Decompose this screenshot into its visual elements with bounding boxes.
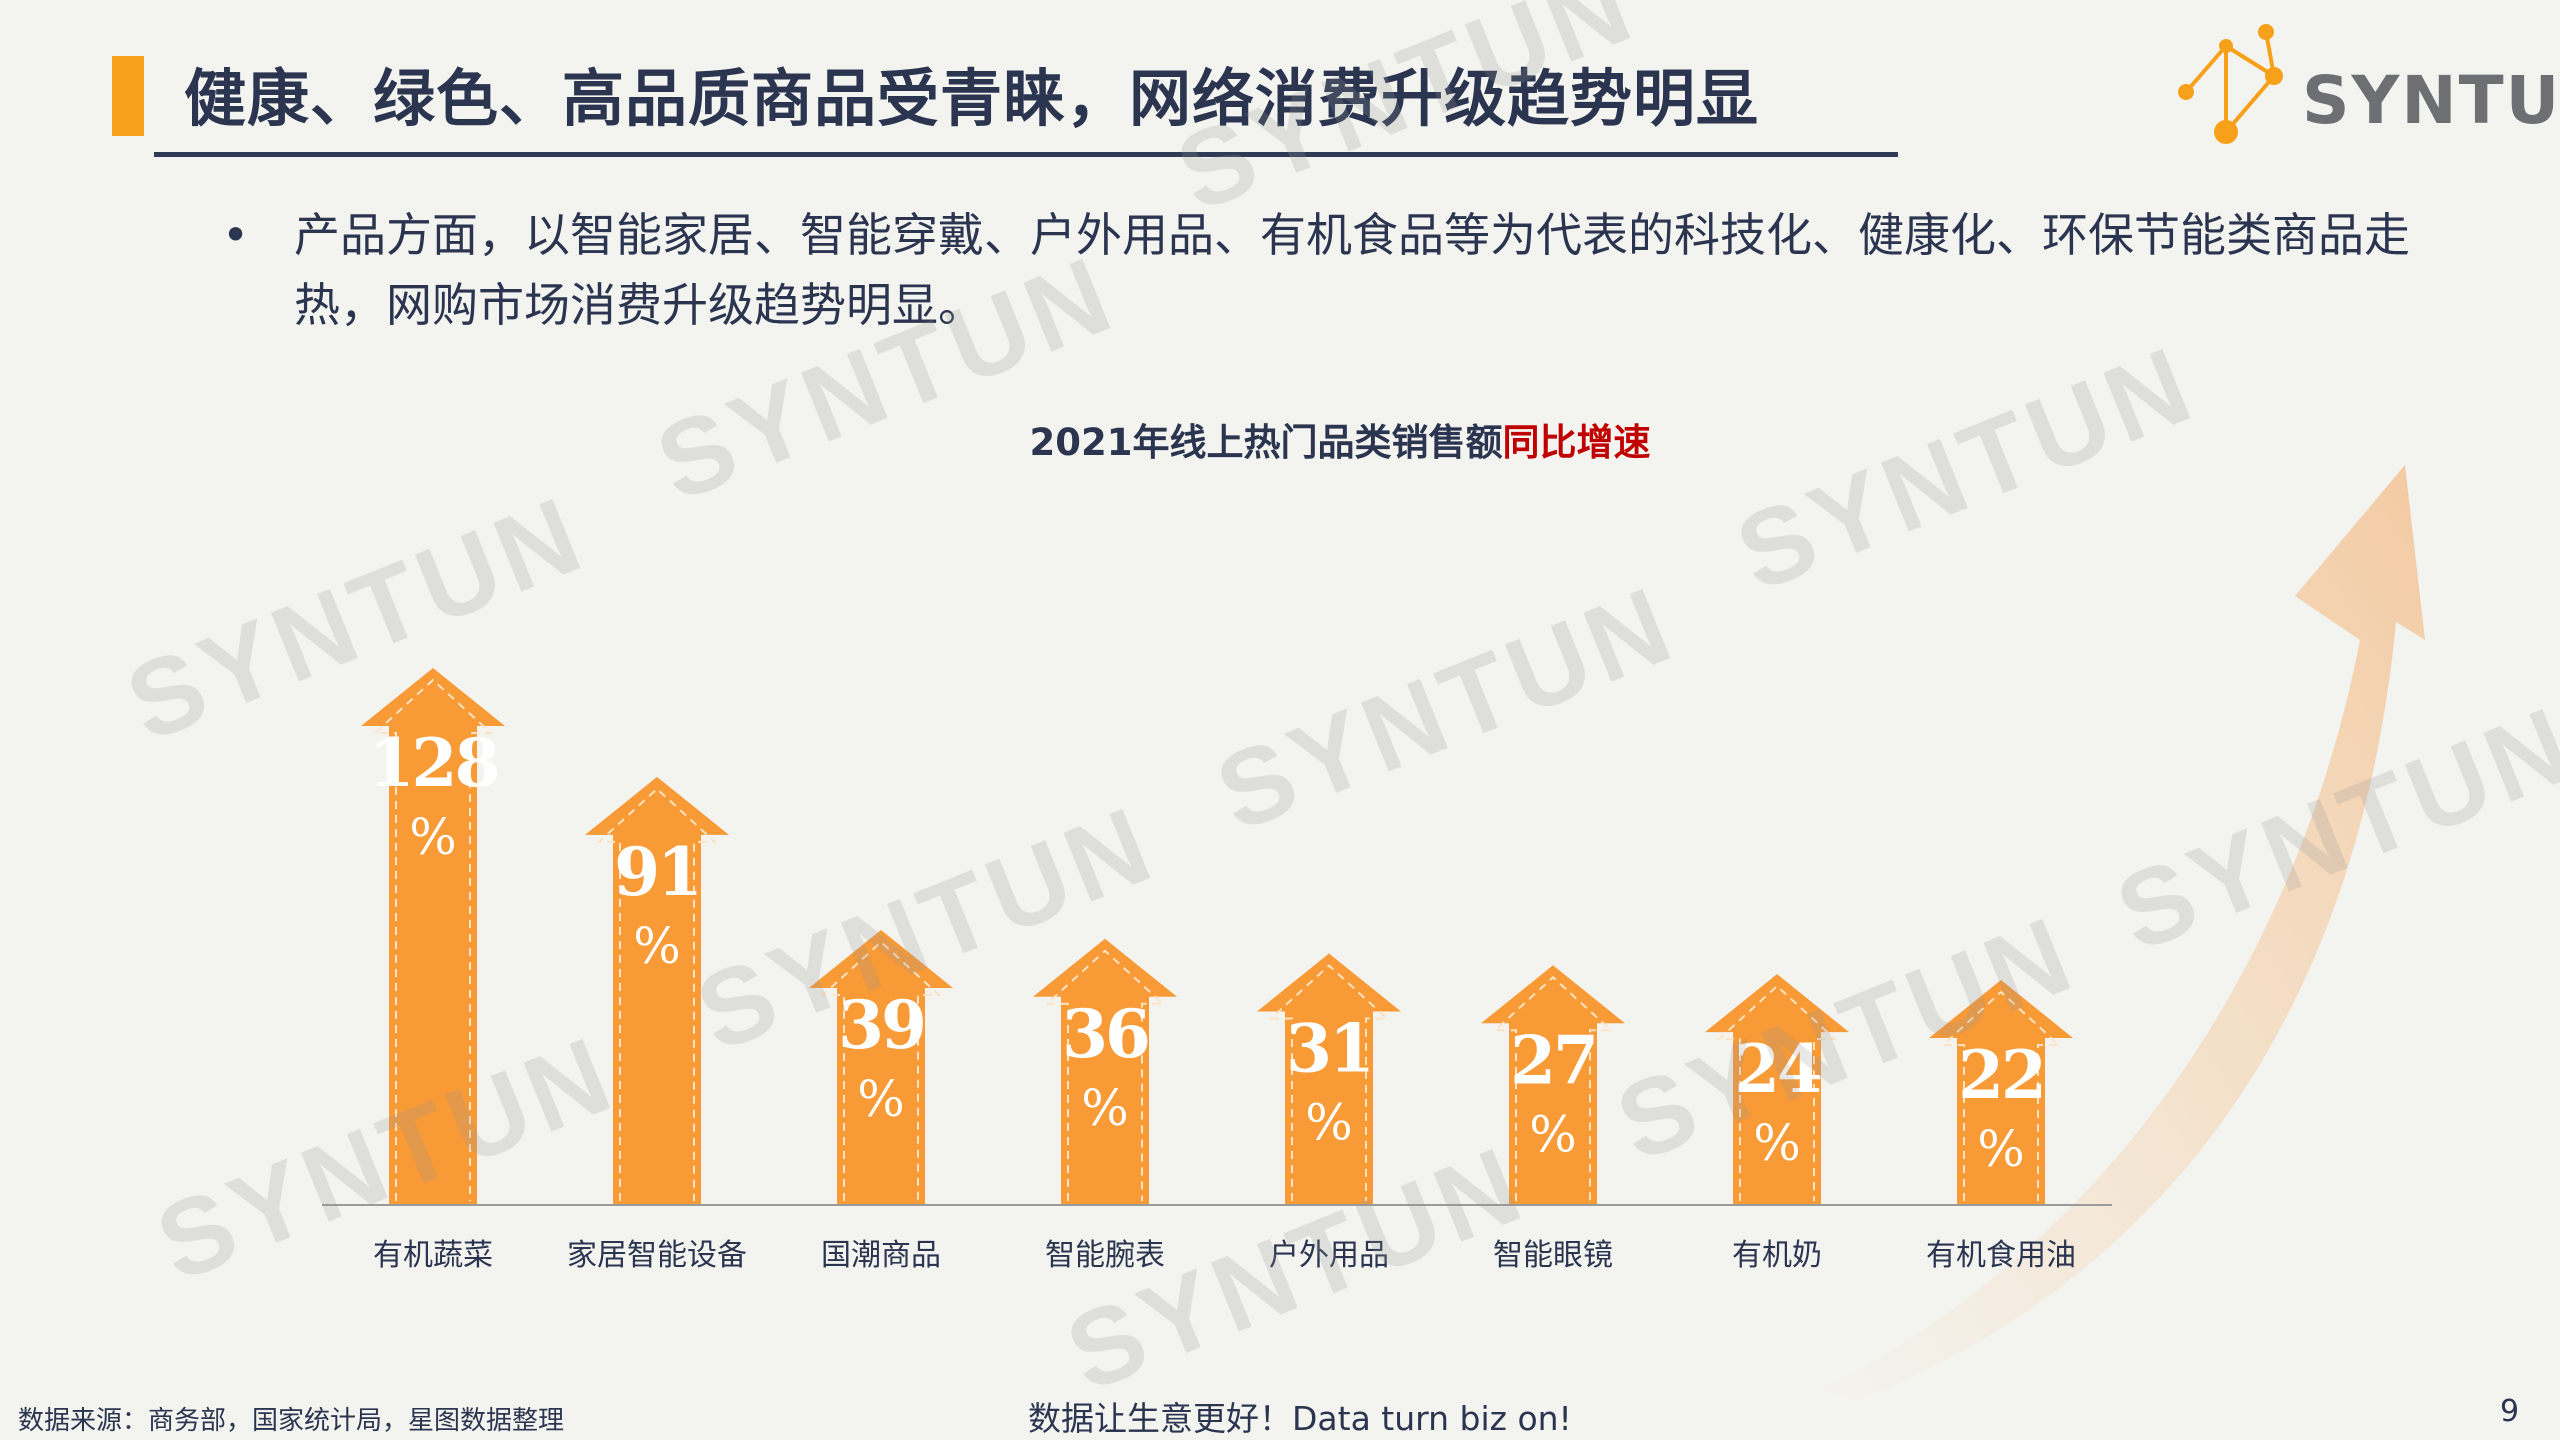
bar-value-label-3: 36 xyxy=(1062,995,1148,1073)
chart-title: 2021年线上热门品类销售额同比增速 xyxy=(0,412,2560,466)
category-label-2: 国潮商品 xyxy=(821,1238,941,1273)
bar-value-label-6: 24 xyxy=(1734,1030,1821,1108)
slogan: 数据让生意更好！Data turn biz on! xyxy=(1028,1399,1572,1438)
bar-unit-label-5: % xyxy=(1529,1105,1577,1163)
bar-unit-label-3: % xyxy=(1081,1079,1129,1137)
bar-value-label-5: 27 xyxy=(1510,1021,1596,1099)
title-accent-bar xyxy=(112,56,144,136)
bar-value-label-0: 128 xyxy=(369,724,498,802)
logo-network-icon xyxy=(2178,24,2283,144)
category-label-1: 家居智能设备 xyxy=(567,1238,747,1273)
chart-title-highlight: 同比增速 xyxy=(1502,421,1651,464)
bar-outline-0 xyxy=(372,678,494,1201)
bar-outline-3 xyxy=(1044,949,1166,1201)
page-number: 9 xyxy=(2500,1394,2520,1429)
trend-arrow-decoration xyxy=(1820,465,2425,1400)
category-label-5: 智能眼镜 xyxy=(1493,1238,1613,1273)
bar-value-label-1: 91 xyxy=(614,833,700,911)
category-label-3: 智能腕表 xyxy=(1045,1238,1165,1273)
bar-5 xyxy=(1481,965,1625,1205)
bullet-point: • 产品方面，以智能家居、智能穿戴、户外用品、有机食品等为代表的科技化、健康化、… xyxy=(222,200,2472,340)
syntun-logo: SYNTUN xyxy=(2170,22,2560,152)
bars-layer: 128% 有机蔬菜 91% 家居智能设备 39% 国潮商品 36% 智能腕表 31% 户外用品 27… xyxy=(361,668,2076,1273)
category-label-4: 户外用品 xyxy=(1269,1238,1389,1273)
bar-unit-label-1: % xyxy=(633,917,681,975)
data-source: 数据来源：商务部，国家统计局，星图数据整理 xyxy=(18,1406,565,1436)
logo-text: SYNTUN xyxy=(2302,62,2560,139)
bar-outline-7 xyxy=(1940,990,2062,1201)
bar-unit-label-6: % xyxy=(1753,1114,1801,1172)
bar-outline-6 xyxy=(1716,984,1838,1201)
bar-value-label-4: 31 xyxy=(1286,1010,1372,1088)
category-label-0: 有机蔬菜 xyxy=(373,1238,493,1273)
page-title: 健康、绿色、高品质商品受青睐，网络消费升级趋势明显 xyxy=(184,62,1760,135)
title-divider xyxy=(154,152,1898,157)
bar-unit-label-2: % xyxy=(857,1070,905,1128)
bar-value-label-7: 22 xyxy=(1958,1036,2044,1114)
chart-title-main: 2021年线上热门品类销售额 xyxy=(1029,421,1503,464)
bar-7 xyxy=(1929,980,2073,1205)
bar-unit-label-0: % xyxy=(409,808,457,866)
bar-unit-label-7: % xyxy=(1977,1120,2025,1178)
bar-outline-4 xyxy=(1268,964,1390,1201)
category-label-7: 有机食用油 xyxy=(1926,1238,2076,1273)
category-label-6: 有机奶 xyxy=(1732,1238,1822,1273)
bullet-text: 产品方面，以智能家居、智能穿戴、户外用品、有机食品等为代表的科技化、健康化、环保… xyxy=(294,208,2410,332)
bullet-dot: • xyxy=(222,208,250,262)
bar-outline-5 xyxy=(1492,975,1614,1201)
bar-unit-label-4: % xyxy=(1305,1094,1353,1152)
bar-value-label-2: 39 xyxy=(838,986,924,1064)
